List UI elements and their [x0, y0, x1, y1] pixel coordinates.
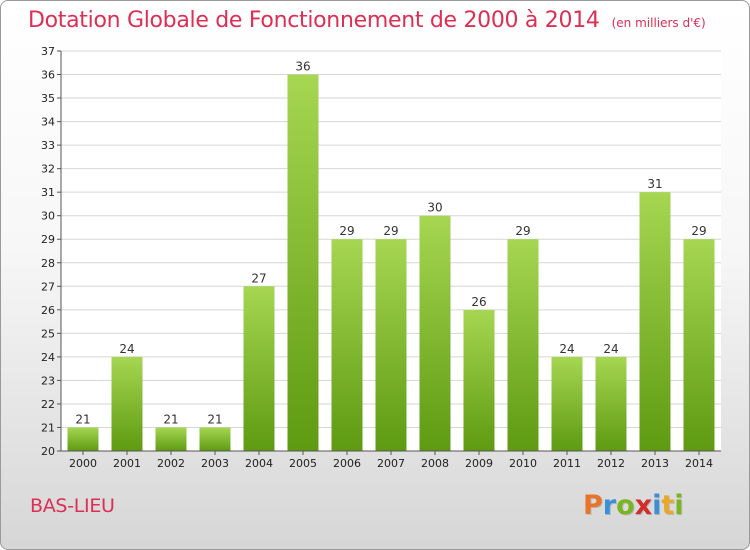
bar: [639, 192, 671, 452]
bars-group: [67, 74, 715, 452]
bar: [683, 239, 715, 451]
x-tick-label: 2013: [641, 457, 669, 470]
y-tick-label: 28: [41, 257, 55, 270]
bar: [375, 239, 407, 451]
bar: [111, 356, 143, 451]
y-tick-label: 24: [41, 351, 55, 364]
bar: [155, 427, 187, 451]
logo-letter: t: [661, 490, 675, 521]
y-tick-label: 30: [41, 210, 55, 223]
data-label: 29: [383, 224, 398, 238]
bar: [419, 215, 451, 451]
data-label: 21: [75, 412, 90, 426]
data-label: 29: [515, 224, 530, 238]
y-tick-label: 37: [41, 45, 55, 58]
x-tick-label: 2006: [333, 457, 361, 470]
bar: [199, 427, 231, 451]
data-label: 21: [163, 412, 178, 426]
y-tick-label: 33: [41, 139, 55, 152]
data-label: 27: [251, 271, 266, 285]
y-tick-label: 36: [41, 69, 55, 82]
bar: [287, 74, 319, 451]
y-tick-label: 22: [41, 398, 55, 411]
x-tick-label: 2002: [157, 457, 185, 470]
y-tick-label: 25: [41, 327, 55, 340]
x-tick-label: 2003: [201, 457, 229, 470]
y-tick-label: 21: [41, 421, 55, 434]
data-label: 21: [207, 412, 222, 426]
chart-title: Dotation Globale de Fonctionnement de 20…: [28, 8, 600, 33]
bar: [67, 427, 99, 451]
data-label: 29: [691, 224, 706, 238]
labels-group: 20 21 22 23 24 25 26 27 28 29 30 31 32 33 34 35 36 37 2000…: [41, 45, 713, 470]
logo-letter: o: [616, 490, 635, 521]
data-label: 26: [471, 295, 486, 309]
bar: [507, 239, 539, 451]
x-tick-label: 2014: [685, 457, 713, 470]
y-tick-label: 32: [41, 163, 55, 176]
bar: [595, 356, 627, 451]
x-tick-label: 2008: [421, 457, 449, 470]
bar: [243, 286, 275, 451]
axes-group: [57, 50, 721, 455]
logo-letter: i: [674, 490, 684, 521]
y-tick-label: 31: [41, 186, 55, 199]
x-tick-label: 2000: [69, 457, 97, 470]
logo-letter: r: [602, 490, 617, 521]
x-tick-label: 2010: [509, 457, 537, 470]
commune-name: BAS-LIEU: [30, 495, 115, 517]
bar: [331, 239, 363, 451]
chart-unit: (en milliers d'€): [611, 16, 706, 30]
x-tick-label: 2007: [377, 457, 405, 470]
data-label: 31: [647, 177, 662, 191]
data-label: 30: [427, 201, 442, 215]
data-label: 29: [339, 224, 354, 238]
y-tick-label: 23: [41, 374, 55, 387]
x-tick-label: 2005: [289, 457, 317, 470]
logo-letter: P: [583, 490, 603, 521]
x-tick-label: 2009: [465, 457, 493, 470]
bar: [463, 309, 495, 451]
y-tick-label: 27: [41, 280, 55, 293]
y-tick-label: 20: [41, 445, 55, 458]
bar: [551, 356, 583, 451]
x-tick-label: 2001: [113, 457, 141, 470]
data-label: 36: [295, 60, 310, 74]
y-tick-label: 34: [41, 116, 55, 129]
logo-letter: i: [652, 490, 662, 521]
data-label: 24: [119, 342, 134, 356]
x-tick-label: 2012: [597, 457, 625, 470]
x-tick-label: 2004: [245, 457, 273, 470]
y-tick-label: 35: [41, 92, 55, 105]
chart-title-block: Dotation Globale de Fonctionnement de 20…: [28, 8, 706, 33]
y-tick-label: 26: [41, 304, 55, 317]
logo-letter: x: [634, 490, 653, 521]
x-tick-label: 2011: [553, 457, 581, 470]
y-tick-label: 29: [41, 233, 55, 246]
data-label: 24: [559, 342, 574, 356]
data-label: 24: [603, 342, 618, 356]
